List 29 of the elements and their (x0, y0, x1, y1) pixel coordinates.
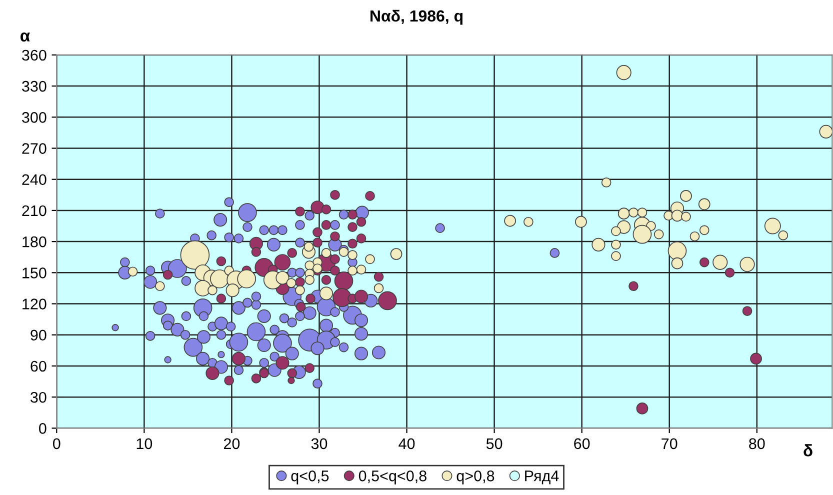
y-tick-label: 90 (30, 330, 46, 341)
y-tick-label: 300 (22, 112, 46, 123)
x-axis-title: δ (804, 444, 812, 456)
y-tick-label: 60 (30, 360, 46, 372)
x-tick-label: 30 (311, 438, 328, 450)
legend-label: q<0,5 (291, 470, 329, 484)
legend-label: 0,5<q<0,8 (358, 470, 426, 484)
y-tick-label: 240 (22, 174, 46, 186)
x-tick-label: 20 (224, 438, 240, 450)
x-tick-label: 0 (52, 438, 60, 450)
legend-label: q>0,8 (456, 470, 494, 484)
y-tick-label: 270 (22, 143, 46, 154)
y-tick-label: 210 (22, 205, 46, 216)
x-tick-label: 40 (398, 438, 415, 450)
y-tick-label: 30 (30, 392, 46, 403)
x-tick-label: 10 (136, 438, 152, 450)
y-tick-label: 330 (22, 80, 46, 92)
x-tick-label: 50 (486, 438, 502, 450)
y-tick-label: 0 (39, 423, 46, 434)
y-tick-label: 150 (22, 268, 46, 278)
x-tick-label: 60 (574, 438, 590, 450)
x-tick-label: 80 (749, 438, 765, 450)
chart-title: Nαδ, 1986, q (370, 10, 462, 25)
y-tick-label: 120 (22, 298, 46, 310)
legend-label: Ряд4 (525, 470, 559, 484)
x-tick-label: 70 (662, 438, 678, 450)
y-tick-label: 360 (22, 50, 46, 61)
y-axis-title: α (20, 32, 30, 42)
y-tick-label: 180 (22, 236, 46, 248)
